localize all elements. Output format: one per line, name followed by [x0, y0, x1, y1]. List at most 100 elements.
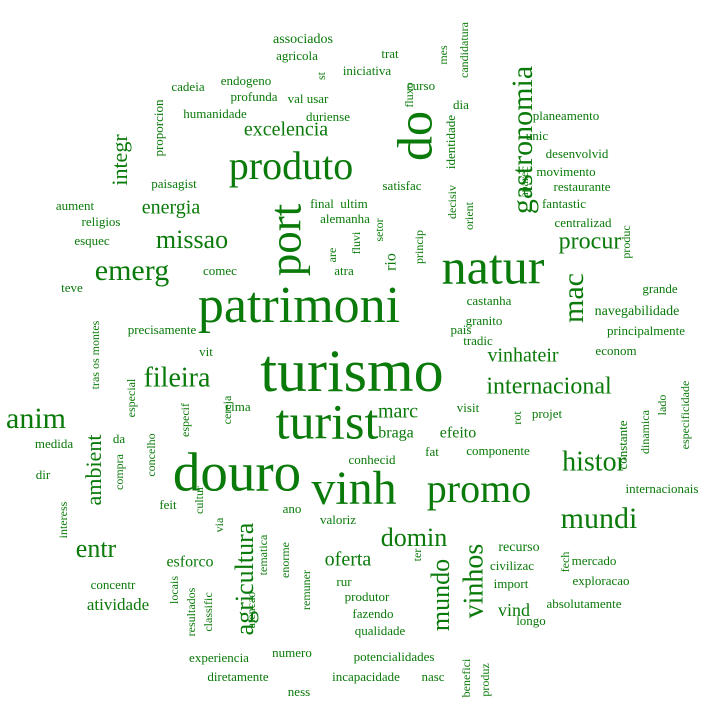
word: paisagist: [151, 176, 197, 191]
word: rur: [336, 574, 352, 589]
word: vinh: [311, 462, 396, 515]
word: cereja: [220, 395, 234, 424]
word: vind: [498, 600, 530, 620]
word: especificidade: [678, 381, 692, 450]
word: fluvi: [349, 231, 363, 254]
word: locais: [167, 576, 181, 604]
word: ambient: [81, 435, 106, 506]
word: grande: [642, 281, 678, 296]
word: missao: [156, 225, 228, 254]
word: via: [212, 517, 226, 532]
word: da: [113, 431, 126, 446]
word: rio: [383, 253, 400, 271]
word: especif: [178, 403, 192, 437]
word: unic: [526, 128, 549, 143]
word: mercado: [572, 553, 617, 568]
word: fazendo: [352, 606, 393, 621]
word: alemanha: [320, 211, 370, 226]
word: restaurante: [553, 179, 610, 194]
word: absolutamente: [546, 596, 621, 611]
word: qualidade: [355, 623, 406, 638]
word: castanha: [467, 293, 512, 308]
word: agricola: [276, 48, 318, 63]
word: fech: [558, 552, 572, 573]
word: dia: [453, 97, 469, 112]
word: recurso: [498, 540, 539, 555]
word: projet: [532, 406, 563, 421]
word: cima: [225, 399, 250, 414]
word: remuner: [299, 570, 313, 610]
word: enorme: [278, 542, 292, 578]
word: aument: [56, 198, 95, 213]
word: domin: [381, 523, 447, 552]
word: mac: [557, 273, 590, 323]
word: navegabilidade: [595, 304, 680, 319]
word: benefici: [459, 658, 473, 697]
word: dir: [36, 467, 51, 482]
word: identidade: [443, 115, 458, 169]
word: do: [386, 111, 442, 161]
word: mundi: [561, 502, 638, 535]
word: integr: [107, 134, 132, 186]
word: diretamente: [207, 669, 269, 684]
word: esquec: [74, 233, 110, 248]
word: compra: [112, 453, 126, 490]
word: ultim: [340, 196, 367, 211]
word: especial: [124, 378, 138, 417]
word: planeamento: [533, 108, 599, 123]
word: longo: [516, 613, 546, 628]
word: setor: [372, 218, 386, 241]
word: histor: [562, 446, 626, 477]
word: endogeno: [221, 73, 272, 88]
word: orient: [462, 201, 476, 230]
word: ness: [288, 684, 310, 699]
word: civilizac: [490, 558, 534, 573]
word: vinhos: [458, 544, 489, 619]
word: classific: [201, 592, 215, 631]
word: turismo: [260, 338, 443, 404]
word: conhecid: [349, 452, 396, 467]
word: tras os montes: [88, 320, 102, 389]
word: curso: [407, 78, 435, 93]
word: lado: [655, 395, 669, 416]
word: tematica: [256, 534, 270, 575]
word: rot: [510, 411, 524, 425]
word: produc: [619, 225, 633, 258]
word: valoriz: [320, 512, 356, 527]
word: dinamica: [638, 409, 652, 454]
word: produz: [478, 663, 492, 696]
word: decisiv: [445, 185, 459, 219]
word: trat: [381, 46, 399, 61]
word: feit: [159, 497, 177, 512]
word: fileira: [144, 362, 211, 393]
word: aparec: [517, 166, 531, 197]
word: principalmente: [607, 323, 685, 338]
word: granito: [466, 313, 503, 328]
word: emerg: [95, 254, 169, 287]
word: associados: [273, 32, 333, 47]
word: entr: [76, 534, 117, 563]
word: precisamente: [128, 322, 197, 337]
word: marc: [378, 401, 418, 423]
word: braga: [378, 425, 414, 442]
word: religios: [82, 214, 121, 229]
word: vinhateir: [487, 345, 558, 367]
word: agricultura: [230, 522, 259, 635]
word: douro: [173, 442, 301, 503]
word: cadeia: [171, 79, 204, 94]
word: import: [494, 576, 529, 591]
word: teve: [61, 280, 83, 295]
word: centralizad: [554, 215, 612, 230]
word: fat: [425, 444, 439, 459]
word: profunda: [231, 89, 278, 104]
word: are: [325, 248, 339, 263]
word: resultados: [184, 587, 198, 636]
word: comec: [203, 263, 237, 278]
word: energia: [142, 197, 201, 219]
word: ano: [283, 501, 302, 516]
word: produtor: [345, 589, 390, 604]
word: promo: [427, 466, 531, 511]
word: nasc: [421, 669, 444, 684]
word: movimento: [536, 164, 595, 179]
